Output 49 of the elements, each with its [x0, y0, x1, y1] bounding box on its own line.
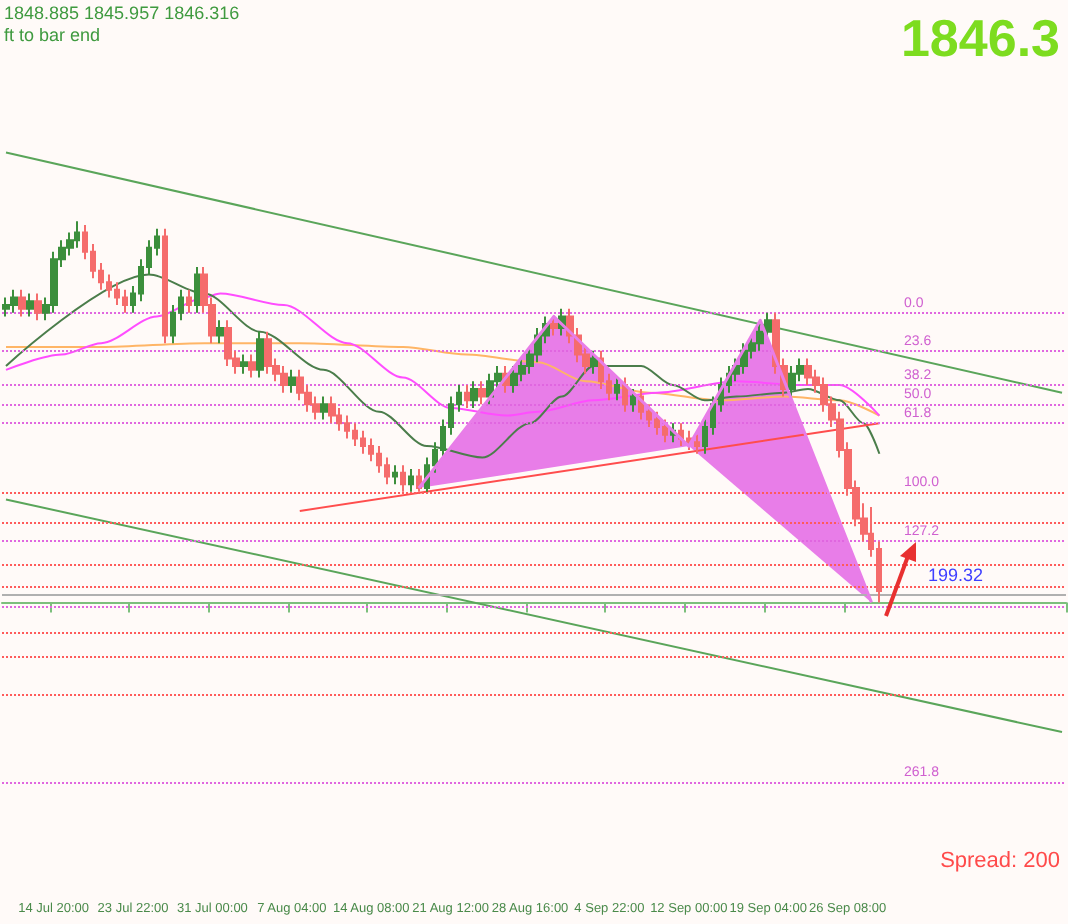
candlestick — [614, 376, 620, 402]
candlestick — [630, 387, 636, 413]
candlestick — [288, 368, 296, 394]
candlestick — [26, 292, 34, 318]
candlestick — [622, 376, 628, 413]
candlestick — [280, 365, 288, 394]
annotation: 199.32 — [928, 565, 984, 585]
candlestick — [360, 429, 366, 455]
candlestick — [788, 365, 796, 398]
candlestick — [392, 464, 398, 486]
candlestick — [114, 281, 120, 307]
candlestick — [122, 288, 128, 314]
candlestick — [694, 433, 700, 455]
candlestick — [400, 464, 406, 493]
candlestick — [740, 342, 748, 375]
candlestick — [74, 220, 80, 249]
candlestick — [654, 410, 660, 436]
candlestick — [804, 357, 812, 387]
candlestick — [470, 380, 478, 409]
candlestick — [10, 288, 18, 314]
candlestick — [240, 353, 248, 375]
candlestick — [256, 330, 264, 379]
candlestick — [264, 330, 272, 375]
candlestick — [486, 372, 494, 406]
candlestick — [662, 418, 668, 444]
candlestick — [34, 292, 42, 322]
candlestick — [18, 288, 26, 318]
candlestick — [344, 414, 350, 440]
candlestick — [328, 395, 336, 425]
text: 1846.3 — [900, 8, 1061, 68]
candlestick — [352, 422, 358, 448]
candlestick — [186, 288, 192, 314]
text: Spread: 200 — [940, 849, 1060, 873]
candlestick — [510, 365, 518, 394]
text: ft to bar end — [4, 25, 101, 45]
candlestick — [194, 265, 200, 314]
candlestick — [2, 296, 10, 318]
candlestick — [408, 467, 414, 493]
candlestick — [686, 429, 692, 451]
candlestick — [590, 349, 598, 375]
candlestick — [320, 395, 328, 421]
candlestick — [216, 319, 224, 345]
candlestick — [464, 384, 470, 409]
candlestick — [248, 353, 256, 379]
candlestick — [478, 380, 486, 406]
text: 1848.885 1845.957 1846.316 — [4, 3, 240, 23]
candlestick — [224, 319, 232, 368]
candlestick — [550, 315, 558, 337]
candlestick — [162, 227, 168, 345]
